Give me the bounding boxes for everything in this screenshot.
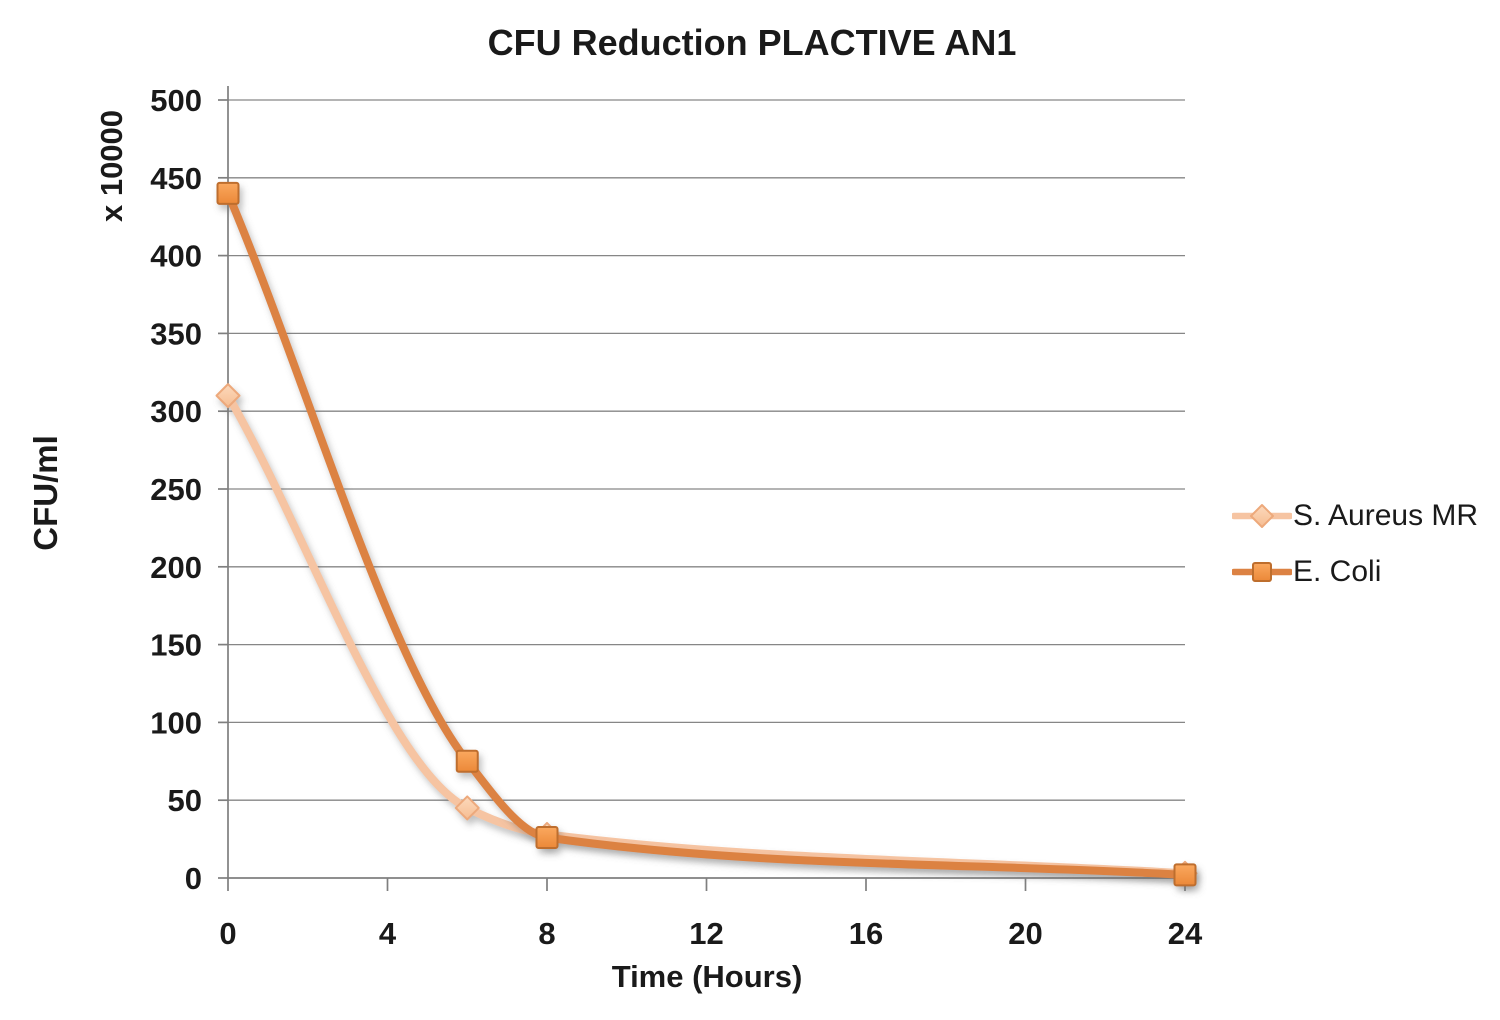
legend-label: E. Coli	[1293, 555, 1382, 588]
y-tick-label: 350	[150, 316, 202, 351]
marker-square	[535, 826, 559, 850]
series-line	[224, 391, 1189, 878]
x-tick-label: 4	[379, 916, 397, 951]
y-tick-label: 300	[150, 394, 202, 429]
series-s-aureus-mr	[215, 383, 1198, 886]
y-axis-title: CFU/ml	[27, 435, 64, 551]
x-tick-label: 24	[1168, 916, 1203, 951]
y-tick-label: 150	[150, 628, 202, 663]
x-tick-label: 20	[1008, 916, 1042, 951]
y-tick-label: 100	[150, 705, 202, 740]
x-tick-label: 8	[538, 916, 555, 951]
legend: S. Aureus MR E. Coli	[1232, 498, 1478, 590]
y-tick-label: 0	[185, 861, 202, 896]
marker-diamond	[454, 795, 480, 821]
y-tick-label: 200	[150, 550, 202, 585]
marker-square	[216, 181, 240, 205]
e-coli-legend-marker-icon	[1232, 562, 1292, 582]
y-axis-unit-label: x 10000	[94, 109, 129, 223]
marker-diamond	[215, 383, 241, 409]
x-tick-label: 16	[849, 916, 883, 951]
s-aureus-mr-legend-marker-icon	[1232, 504, 1292, 528]
chart-title: CFU Reduction PLACTIVE AN1	[487, 22, 1017, 63]
legend-item-s-aureus-mr: S. Aureus MR	[1232, 498, 1478, 534]
y-tick-label: 500	[150, 83, 202, 118]
marker-square	[455, 749, 479, 773]
series-e-coli	[216, 181, 1197, 887]
legend-label: S. Aureus MR	[1293, 499, 1479, 532]
x-tick-label: 12	[689, 916, 723, 951]
marker-square	[1173, 863, 1197, 887]
x-tick-label: 0	[219, 916, 236, 951]
y-tick-label: 250	[150, 472, 202, 507]
y-tick-label: 450	[150, 161, 202, 196]
x-axis-title: Time (Hours)	[611, 959, 803, 994]
y-tick-label: 50	[168, 783, 202, 818]
legend-item-e-coli: E. Coli	[1232, 554, 1478, 590]
y-tick-label: 400	[150, 239, 202, 274]
series-line	[224, 189, 1189, 879]
